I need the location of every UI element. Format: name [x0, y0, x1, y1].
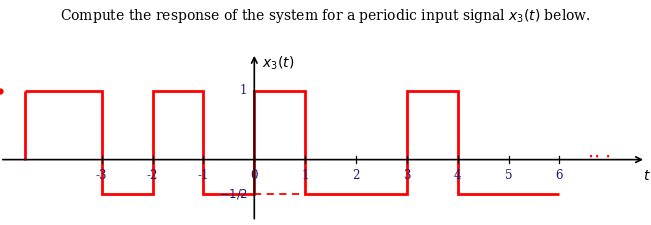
Text: 1: 1 — [240, 84, 247, 97]
Text: 2: 2 — [352, 169, 360, 182]
Text: 6: 6 — [556, 169, 563, 182]
Text: 1: 1 — [301, 169, 309, 182]
Text: Compute the response of the system for a periodic input signal $x_3(t)$ below.: Compute the response of the system for a… — [60, 7, 591, 25]
Text: -1: -1 — [198, 169, 209, 182]
Text: $\cdot\!\cdot\!\cdot$: $\cdot\!\cdot\!\cdot$ — [587, 147, 611, 166]
Text: -3: -3 — [96, 169, 107, 182]
Text: $t$: $t$ — [643, 169, 651, 182]
Text: -2: -2 — [147, 169, 158, 182]
Text: $x_3(t)$: $x_3(t)$ — [262, 55, 294, 72]
Text: 4: 4 — [454, 169, 462, 182]
Text: 0: 0 — [251, 169, 258, 182]
Text: 3: 3 — [403, 169, 411, 182]
Text: $-1/2$: $-1/2$ — [219, 187, 248, 201]
Text: 5: 5 — [505, 169, 512, 182]
